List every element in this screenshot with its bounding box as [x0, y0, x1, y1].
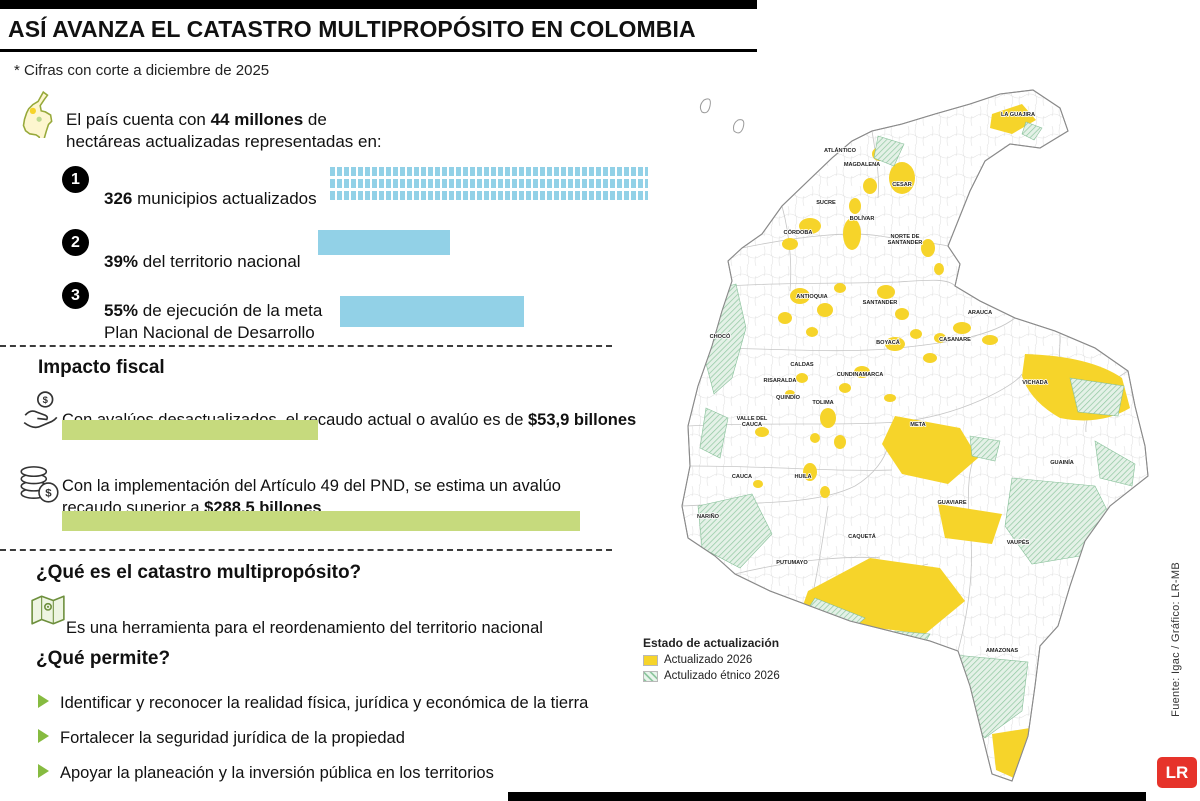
stat-3-value: 55% — [104, 301, 139, 320]
bullet-triangle-icon — [38, 694, 49, 708]
bottom-black-bar — [508, 792, 1146, 801]
municipalities-waffle-chart — [330, 167, 648, 200]
legend-swatch-updated — [643, 654, 658, 666]
map-department-label: ANTIOQUIA — [796, 294, 827, 300]
stat-2-text: 39% del territorio nacional — [104, 251, 324, 273]
current-revenue-bar — [62, 420, 318, 440]
map-department-label: CUNDINAMARCA — [837, 372, 884, 378]
intro-pre: El país cuenta con — [66, 110, 211, 129]
legend-item-ethnic: Actulizado étnico 2026 — [643, 670, 780, 682]
source-credit: Fuente: Igac / Gráfico: LR-MB — [1170, 562, 1182, 717]
map-department-label: ARAUCA — [968, 310, 992, 316]
stat-number-badge-1: 1 — [62, 166, 89, 193]
svg-text:$: $ — [45, 488, 52, 500]
date-note: * Cifras con corte a diciembre de 2025 — [14, 62, 270, 79]
map-department-label: NORTE DE SANTANDER — [888, 234, 923, 246]
stat-3-text: 55% de ejecución de la meta Plan Naciona… — [104, 300, 329, 345]
permit-item-3-text: Apoyar la planeación y la inversión públ… — [60, 764, 494, 782]
permit-item-2: Fortalecer la seguridad jurídica de la p… — [38, 727, 618, 750]
map-department-label: CÓRDOBA — [784, 228, 813, 236]
map-department-label: CAQUETÁ — [848, 533, 876, 540]
stat-number-badge-3: 3 — [62, 282, 89, 309]
fiscal-section-title: Impacto fiscal — [38, 357, 165, 378]
coins-icon: $ — [20, 466, 59, 503]
map-department-label: META — [910, 422, 925, 428]
map-department-label: VICHADA — [1022, 380, 1047, 386]
map-department-label: CAUCA — [732, 474, 752, 480]
stat-2-value: 39% — [104, 252, 139, 271]
colombia-outline-icon — [22, 90, 53, 138]
permit-item-3: Apoyar la planeación y la inversión públ… — [38, 762, 618, 785]
bullet-triangle-icon — [38, 729, 49, 743]
map-department-label: BOYACÁ — [876, 339, 900, 346]
san-andres-islands — [699, 98, 745, 134]
map-department-label: CHOCÓ — [710, 332, 731, 340]
map-department-label: TOLIMA — [812, 400, 833, 406]
divider-dashed-1 — [0, 345, 612, 347]
territory-pct-bar — [318, 230, 450, 255]
permit-item-2-text: Fortalecer la seguridad jurídica de la p… — [60, 729, 405, 747]
map-legend: Estado de actualización Actualizado 2026… — [643, 636, 780, 682]
page-title: ASÍ AVANZA EL CATASTRO MULTIPROPÓSITO EN… — [8, 16, 696, 42]
estimated-revenue-bar — [62, 511, 580, 531]
legend-title: Estado de actualización — [643, 636, 780, 650]
money-hand-icon: $ — [23, 391, 58, 429]
legend-swatch-ethnic — [643, 670, 658, 682]
map-department-label: CALDAS — [790, 362, 814, 368]
stat-1-value: 326 — [104, 189, 133, 208]
stat-2-label: del territorio nacional — [138, 252, 301, 271]
map-department-label: SUCRE — [816, 200, 836, 206]
permit-item-1: Identificar y reconocer la realidad físi… — [38, 692, 618, 715]
map-department-label: QUINDÍO — [776, 393, 801, 401]
legend-item-updated: Actualizado 2026 — [643, 654, 780, 666]
title-rule — [0, 49, 757, 52]
stat-1-text: 326 municipios actualizados — [104, 188, 324, 210]
department-labels: LA GUAJIRA ATLÁNTICO MAGDALENA CESAR SUCRE BO… — [696, 111, 1074, 655]
svg-text:$: $ — [43, 395, 49, 406]
map-department-label: CESAR — [892, 182, 912, 188]
stat-3-label: de ejecución de la meta Plan Nacional de… — [104, 301, 323, 343]
legend-label-updated: Actualizado 2026 — [664, 654, 753, 666]
map-department-label: NARIÑO — [697, 513, 720, 520]
map-department-label: GUAINÍA — [1050, 458, 1074, 466]
map-department-label: GUAVIARE — [937, 500, 966, 506]
map-department-label: PUTUMAYO — [776, 560, 808, 566]
lr-logo: LR — [1157, 757, 1197, 788]
intro-post: de hectáreas actualizadas representadas … — [66, 110, 382, 152]
legend-label-ethnic: Actulizado étnico 2026 — [664, 670, 780, 682]
what-is-text: Es una herramienta para el reordenamient… — [66, 618, 543, 637]
map-department-label: HUILA — [794, 474, 811, 480]
map-department-label: BOLÍVAR — [850, 214, 875, 222]
map-department-label: LA GUAJIRA — [1001, 112, 1035, 118]
map-department-label: CASANARE — [939, 337, 971, 343]
divider-dashed-2 — [0, 549, 612, 551]
folded-map-icon — [31, 595, 65, 625]
permits-section-title: ¿Qué permite? — [36, 648, 171, 669]
top-black-bar — [0, 0, 757, 9]
intro-text: El país cuenta con 44 millones de hectár… — [66, 109, 406, 154]
map-department-label: AMAZONAS — [986, 648, 1019, 654]
bullet-triangle-icon — [38, 764, 49, 778]
stat-number-badge-2: 2 — [62, 229, 89, 256]
map-department-label: VALLE DEL CAUCA — [737, 416, 768, 428]
map-department-label: RISARALDA — [764, 378, 797, 384]
map-department-label: VAUPÉS — [1007, 538, 1030, 546]
what-is-section-title: ¿Qué es el catastro multipropósito? — [36, 562, 362, 583]
permit-item-1-text: Identificar y reconocer la realidad físi… — [60, 694, 589, 712]
map-department-label: MAGDALENA — [844, 162, 880, 168]
intro-bold-value: 44 millones — [210, 110, 304, 129]
pnd-goal-pct-bar — [340, 296, 524, 327]
ethnic-updated-2026-layer — [697, 121, 1136, 739]
stat-1-label: municipios actualizados — [132, 189, 317, 208]
map-department-label: ATLÁNTICO — [824, 147, 857, 154]
map-department-label: SANTANDER — [863, 300, 898, 306]
fiscal-1-value: $53,9 billones — [527, 410, 637, 429]
colombia-cadastre-map: LA GUAJIRA ATLÁNTICO MAGDALENA CESAR SUCRE BO… — [681, 89, 1149, 782]
